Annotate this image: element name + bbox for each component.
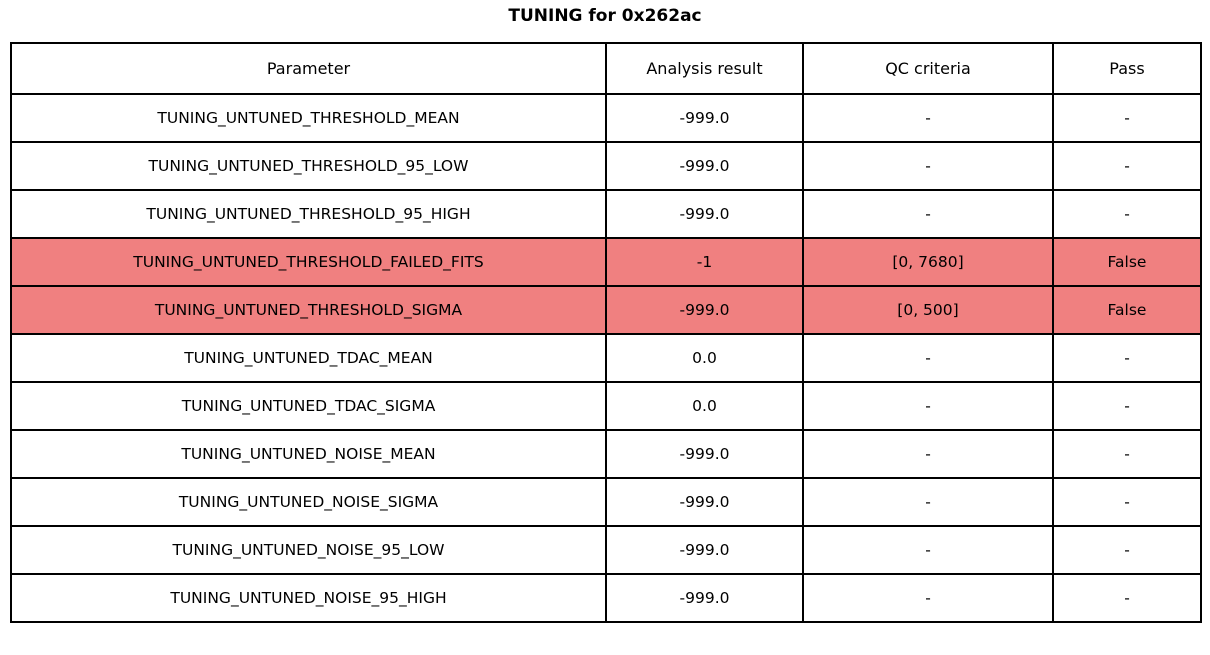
cell-parameter: TUNING_UNTUNED_NOISE_MEAN bbox=[10, 429, 607, 479]
table-row: TUNING_UNTUNED_THRESHOLD_MEAN -999.0- - bbox=[10, 93, 1202, 143]
cell-qc-criteria: - bbox=[802, 141, 1054, 191]
cell-pass: - bbox=[1052, 333, 1202, 383]
column-header-parameter: Parameter bbox=[10, 42, 607, 95]
table-row: TUNING_UNTUNED_NOISE_MEAN -999.0- - bbox=[10, 429, 1202, 479]
table-row: TUNING_UNTUNED_THRESHOLD_SIGMA -999.0 [0, … bbox=[10, 285, 1202, 335]
cell-qc-criteria: - bbox=[802, 573, 1054, 623]
cell-analysis-result: 0.0 bbox=[605, 333, 804, 383]
cell-pass: - bbox=[1052, 525, 1202, 575]
table-row: TUNING_UNTUNED_THRESHOLD_95_LOW -999.0- - bbox=[10, 141, 1202, 191]
cell-qc-criteria: [0, 500] bbox=[802, 285, 1054, 335]
cell-qc-criteria: [0, 7680] bbox=[802, 237, 1054, 287]
cell-qc-criteria: - bbox=[802, 477, 1054, 527]
page-title: TUNING for 0x262ac bbox=[508, 6, 702, 26]
table-row: TUNING_UNTUNED_TDAC_MEAN 0.0- - bbox=[10, 333, 1202, 383]
cell-qc-criteria: - bbox=[802, 381, 1054, 431]
table-row: TUNING_UNTUNED_THRESHOLD_FAILED_FITS -1 [0… bbox=[10, 237, 1202, 287]
column-header-pass: Pass bbox=[1052, 42, 1202, 95]
column-header-analysis-result: Analysis result bbox=[605, 42, 804, 95]
cell-parameter: TUNING_UNTUNED_THRESHOLD_95_HIGH bbox=[10, 189, 607, 239]
cell-analysis-result: -999.0 bbox=[605, 573, 804, 623]
cell-analysis-result: -999.0 bbox=[605, 285, 804, 335]
cell-analysis-result: -999.0 bbox=[605, 429, 804, 479]
cell-pass: - bbox=[1052, 477, 1202, 527]
cell-parameter: TUNING_UNTUNED_THRESHOLD_FAILED_FITS bbox=[10, 237, 607, 287]
cell-parameter: TUNING_UNTUNED_THRESHOLD_95_LOW bbox=[10, 141, 607, 191]
table-row: TUNING_UNTUNED_TDAC_SIGMA 0.0- - bbox=[10, 381, 1202, 431]
cell-analysis-result: -999.0 bbox=[605, 141, 804, 191]
cell-parameter: TUNING_UNTUNED_TDAC_MEAN bbox=[10, 333, 607, 383]
cell-pass: - bbox=[1052, 93, 1202, 143]
table-body: TUNING_UNTUNED_THRESHOLD_MEAN -999.0- - TUN… bbox=[10, 93, 1202, 623]
cell-parameter: TUNING_UNTUNED_THRESHOLD_MEAN bbox=[10, 93, 607, 143]
cell-parameter: TUNING_UNTUNED_NOISE_95_LOW bbox=[10, 525, 607, 575]
table-header-row: Parameter Analysis result QC criteria Pa… bbox=[10, 42, 1202, 95]
cell-qc-criteria: - bbox=[802, 93, 1054, 143]
cell-pass: - bbox=[1052, 381, 1202, 431]
cell-pass: False bbox=[1052, 237, 1202, 287]
cell-pass: - bbox=[1052, 141, 1202, 191]
table-row: TUNING_UNTUNED_NOISE_95_HIGH -999.0- - bbox=[10, 573, 1202, 623]
cell-analysis-result: -1 bbox=[605, 237, 804, 287]
cell-qc-criteria: - bbox=[802, 189, 1054, 239]
cell-parameter: TUNING_UNTUNED_TDAC_SIGMA bbox=[10, 381, 607, 431]
cell-analysis-result: -999.0 bbox=[605, 525, 804, 575]
cell-parameter: TUNING_UNTUNED_THRESHOLD_SIGMA bbox=[10, 285, 607, 335]
cell-parameter: TUNING_UNTUNED_NOISE_95_HIGH bbox=[10, 573, 607, 623]
table-row: TUNING_UNTUNED_NOISE_SIGMA -999.0- - bbox=[10, 477, 1202, 527]
cell-pass: False bbox=[1052, 285, 1202, 335]
cell-parameter: TUNING_UNTUNED_NOISE_SIGMA bbox=[10, 477, 607, 527]
cell-analysis-result: 0.0 bbox=[605, 381, 804, 431]
table-row: TUNING_UNTUNED_THRESHOLD_95_HIGH -999.0- - bbox=[10, 189, 1202, 239]
cell-analysis-result: -999.0 bbox=[605, 189, 804, 239]
cell-qc-criteria: - bbox=[802, 429, 1054, 479]
qc-results-table: Parameter Analysis result QC criteria Pa… bbox=[10, 42, 1202, 623]
table-row: TUNING_UNTUNED_NOISE_95_LOW -999.0- - bbox=[10, 525, 1202, 575]
cell-pass: - bbox=[1052, 429, 1202, 479]
cell-pass: - bbox=[1052, 573, 1202, 623]
cell-qc-criteria: - bbox=[802, 525, 1054, 575]
cell-analysis-result: -999.0 bbox=[605, 477, 804, 527]
cell-qc-criteria: - bbox=[802, 333, 1054, 383]
cell-pass: - bbox=[1052, 189, 1202, 239]
column-header-qc-criteria: QC criteria bbox=[802, 42, 1054, 95]
cell-analysis-result: -999.0 bbox=[605, 93, 804, 143]
